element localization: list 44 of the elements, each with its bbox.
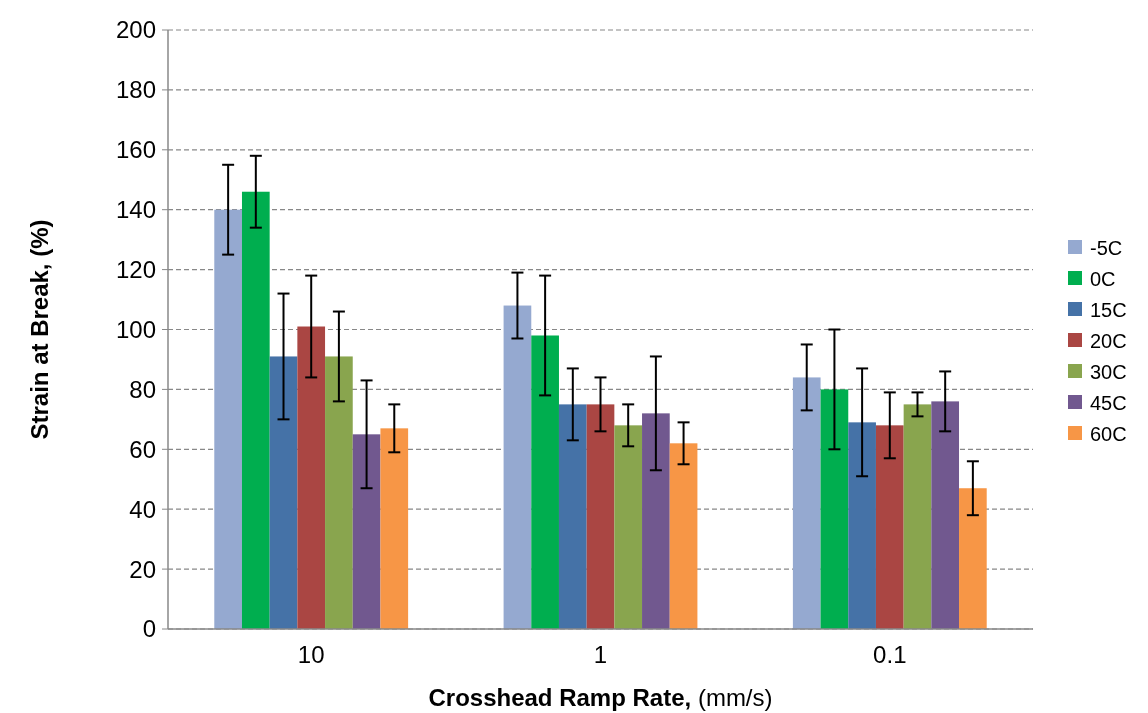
bar — [614, 425, 643, 629]
bar — [241, 191, 270, 629]
bar — [875, 425, 904, 629]
y-tick-label: 120 — [115, 256, 156, 283]
bar — [931, 401, 960, 629]
bar — [503, 305, 532, 629]
legend-label: 30C — [1090, 361, 1127, 383]
x-tick-label: 0.1 — [873, 641, 907, 668]
y-tick-label: 180 — [115, 76, 156, 104]
bar — [325, 356, 353, 629]
legend-label: 45C — [1090, 392, 1127, 414]
bar — [531, 335, 559, 629]
y-tick-label: 160 — [115, 136, 156, 164]
y-tick-label: 0 — [142, 615, 156, 643]
y-axis-title: Strain at Break, (%) — [26, 219, 53, 440]
bar — [269, 356, 298, 629]
y-tick-label: 200 — [115, 16, 156, 44]
bar — [297, 326, 326, 629]
bar — [792, 377, 821, 629]
bar — [214, 209, 242, 629]
legend-label: 60C — [1090, 423, 1127, 445]
legend-label: -5C — [1090, 237, 1123, 259]
bar — [959, 488, 987, 629]
bar — [820, 389, 849, 629]
bar — [586, 404, 615, 629]
bar — [903, 404, 932, 629]
y-tick-label: 60 — [129, 435, 156, 463]
bar — [642, 413, 670, 629]
y-tick-label: 140 — [115, 196, 156, 224]
x-tick-label: 1 — [593, 641, 608, 668]
y-tick-label: 40 — [129, 495, 156, 523]
y-tick-label: 100 — [115, 315, 156, 343]
bar — [380, 428, 409, 629]
legend-label: 20C — [1090, 330, 1127, 352]
x-axis-title: Crosshead Ramp Rate, (mm/s) — [428, 684, 773, 711]
x-tick-label: 10 — [297, 641, 325, 668]
bar — [848, 422, 876, 629]
y-tick-label: 20 — [129, 555, 156, 583]
bar — [352, 434, 381, 629]
legend-label: 0C — [1090, 268, 1116, 290]
bar — [669, 443, 698, 629]
bar — [558, 404, 587, 629]
legend-label: 15C — [1090, 299, 1127, 321]
y-tick-label: 80 — [129, 375, 156, 403]
